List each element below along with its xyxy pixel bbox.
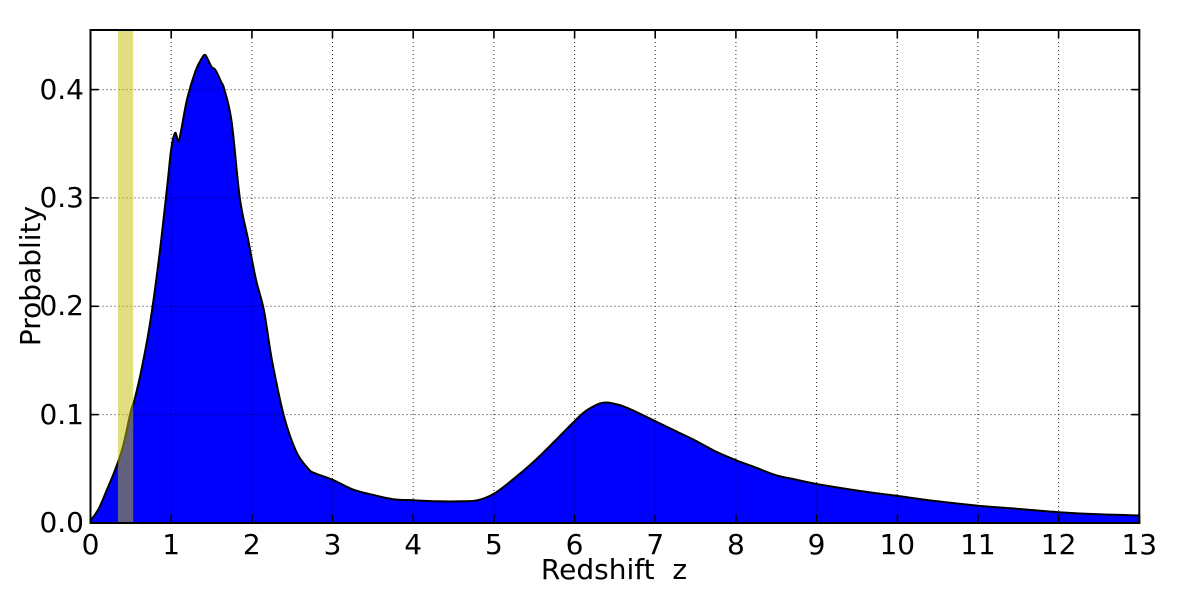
x-tick-label: 12 [1040, 528, 1077, 561]
x-tick-label: 6 [565, 528, 584, 561]
x-tick-label: 9 [807, 528, 826, 561]
y-tick-label: 0.0 [39, 506, 84, 539]
pdf-area [89, 53, 1141, 524]
x-tick-label: 0 [81, 528, 100, 561]
y-tick-label: 0.1 [39, 397, 84, 431]
x-tick-label: 4 [404, 528, 423, 561]
x-tick-label: 13 [1121, 528, 1158, 561]
x-tick-label: 2 [242, 528, 261, 561]
x-tick-label: 1 [162, 528, 181, 561]
y-tick-label: 0.2 [39, 289, 84, 323]
x-tick-label: 10 [879, 528, 916, 561]
axes-frame [89, 29, 1141, 524]
y-axis-label: Probablity [14, 205, 47, 347]
x-tick-label: 7 [646, 528, 665, 561]
x-axis-label: Redshift z [540, 553, 688, 586]
x-tick-label: 11 [960, 528, 996, 561]
highlight-vspan [117, 30, 134, 523]
x-tick-label: 5 [484, 528, 503, 561]
x-tick-label: 3 [323, 528, 342, 561]
x-tick-label: 8 [726, 528, 745, 561]
y-tick-label: 0.4 [39, 72, 84, 106]
y-tick-label: 0.3 [39, 180, 84, 214]
